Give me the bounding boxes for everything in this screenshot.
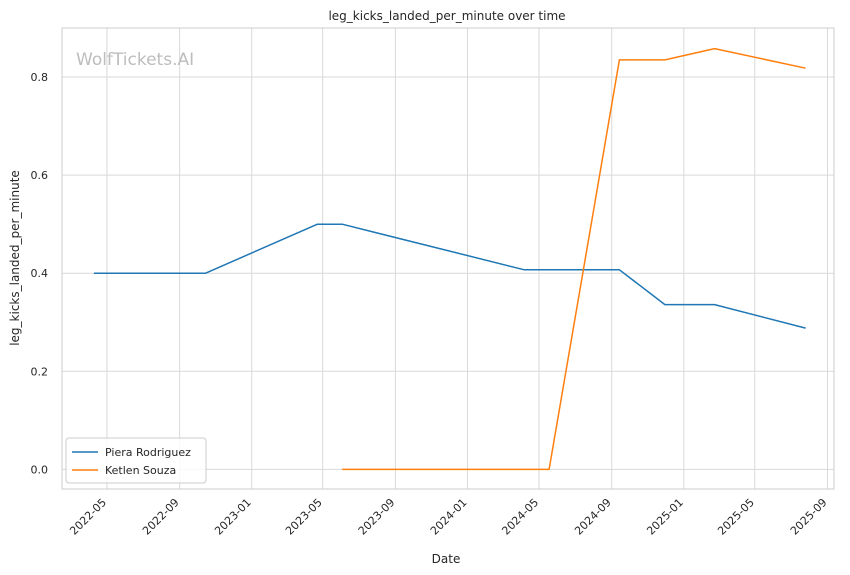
legend-items: Piera Rodriguez Ketlen Souza — [72, 446, 191, 477]
x-tick-label: 2022-05 — [67, 496, 109, 538]
y-tick-label: 0.2 — [31, 365, 49, 378]
x-tick-label: 2025-01 — [644, 496, 686, 538]
x-tick-label: 2023-09 — [356, 496, 398, 538]
y-tick-labels: 0.0 0.2 0.4 0.6 0.8 — [31, 71, 49, 476]
x-tick-label: 2023-05 — [283, 496, 325, 538]
x-tick-label: 2025-05 — [715, 496, 757, 538]
y-tick-label: 0.0 — [31, 463, 49, 476]
x-tick-label: 2024-09 — [572, 496, 614, 538]
x-tick-labels: 2022-05 2022-09 2023-01 2023-05 2023-09 2024-… — [67, 496, 829, 538]
y-axis-label: leg_kicks_landed_per_minute — [8, 170, 22, 346]
legend-box — [65, 437, 207, 484]
y-tick-label: 0.4 — [31, 267, 49, 280]
series-lines — [93, 47, 806, 471]
x-tick-label: 2023-01 — [212, 496, 254, 538]
legend-label: Ketlen Souza — [105, 464, 176, 477]
x-tick-label: 2024-01 — [428, 496, 470, 538]
x-tick-label: 2022-09 — [140, 496, 182, 538]
legend-label: Piera Rodriguez — [105, 446, 191, 459]
series-line-2 — [342, 47, 806, 471]
series-line-1 — [93, 223, 806, 329]
x-axis-label: Date — [432, 552, 461, 566]
watermark: WolfTickets.AI — [76, 50, 194, 70]
grid — [62, 28, 834, 489]
chart-title: leg_kicks_landed_per_minute over time — [328, 9, 565, 23]
x-tick-label: 2024-05 — [499, 496, 541, 538]
legend: Piera Rodriguez Ketlen Souza — [65, 437, 207, 484]
x-tick-label: 2025-09 — [788, 496, 830, 538]
y-tick-label: 0.8 — [31, 71, 49, 84]
plot-area — [61, 27, 835, 490]
y-tick-label: 0.6 — [31, 169, 49, 182]
